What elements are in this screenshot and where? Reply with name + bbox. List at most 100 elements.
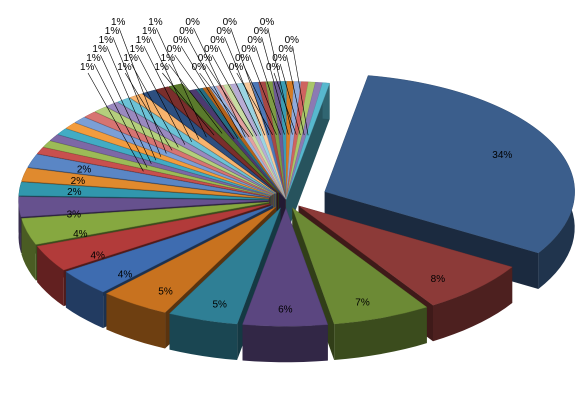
label-leader-line xyxy=(106,45,157,161)
pie-slice xyxy=(169,207,281,325)
data-label: 2% xyxy=(77,165,92,176)
slice-side xyxy=(21,218,36,281)
label-leader-line xyxy=(261,36,289,135)
pie-slice xyxy=(324,75,575,254)
data-label: 4% xyxy=(73,229,88,240)
pie-slice xyxy=(242,207,329,327)
slice-side xyxy=(334,307,427,361)
pie-slice xyxy=(57,128,272,196)
data-label: 1% xyxy=(80,62,95,73)
data-label: 0% xyxy=(223,17,238,28)
label-leader-line xyxy=(162,72,215,136)
data-label: 1% xyxy=(86,53,101,64)
data-label: 5% xyxy=(212,299,227,310)
label-leader-line xyxy=(174,54,235,140)
label-leader-line xyxy=(118,27,167,154)
data-label: 0% xyxy=(204,44,219,55)
data-label: 1% xyxy=(123,53,138,64)
data-label: 2% xyxy=(71,176,86,187)
label-leader-line xyxy=(199,72,250,138)
data-label: 0% xyxy=(216,26,231,37)
label-leader-line xyxy=(143,45,192,143)
data-label: 6% xyxy=(278,304,293,315)
pie-slice xyxy=(36,203,271,271)
data-label: 0% xyxy=(179,26,194,37)
pie-slice xyxy=(291,207,428,325)
label-leader-line xyxy=(217,45,262,136)
label-leader-line xyxy=(193,27,246,138)
pie-slice-tops xyxy=(18,75,575,327)
data-label: 1% xyxy=(130,44,145,55)
data-label: 1% xyxy=(148,17,163,28)
data-label: 0% xyxy=(254,26,269,37)
label-leader-line xyxy=(180,45,239,139)
label-leader-line xyxy=(236,72,273,135)
label-leader-line xyxy=(186,36,242,139)
label-leader-line xyxy=(267,27,293,135)
label-leader-line xyxy=(255,45,285,135)
data-label: 0% xyxy=(210,35,225,46)
data-label: 0% xyxy=(266,62,281,73)
data-label: 7% xyxy=(355,298,370,309)
data-label: 0% xyxy=(285,35,300,46)
pie-slice xyxy=(21,201,270,245)
data-label: 4% xyxy=(90,251,105,262)
data-label: 1% xyxy=(136,35,151,46)
label-leader-line xyxy=(242,63,277,135)
data-label: 2% xyxy=(67,187,82,198)
label-leader-line xyxy=(168,63,223,134)
label-leader-line xyxy=(87,72,144,172)
data-label: 0% xyxy=(198,53,213,64)
data-label: 1% xyxy=(161,53,176,64)
label-leader-line xyxy=(112,36,162,157)
slice-side xyxy=(433,267,513,342)
data-label: 0% xyxy=(272,53,287,64)
data-label: 0% xyxy=(229,62,244,73)
pie-slice xyxy=(105,206,277,313)
pie-slice xyxy=(27,154,270,198)
label-leader-line xyxy=(124,72,173,151)
data-label: 4% xyxy=(118,269,133,280)
label-leader-line xyxy=(205,63,254,137)
pie-slice xyxy=(65,122,272,196)
pie-slice xyxy=(36,147,270,197)
data-label: 1% xyxy=(105,26,120,37)
pie-slice xyxy=(286,82,330,200)
data-label: 0% xyxy=(278,44,293,55)
pie-slice xyxy=(65,205,273,293)
data-label: 34% xyxy=(492,150,512,161)
label-leader-line xyxy=(93,63,148,168)
label-leader-line xyxy=(292,45,309,136)
slice-side xyxy=(242,324,328,363)
label-leader-line xyxy=(286,54,305,136)
pie-data-labels: 34%8%7%6%5%5%4%4%4%3%2%2%2%1%1%1%1%1%1%1… xyxy=(67,17,513,315)
label-leader-line xyxy=(149,36,200,140)
data-label: 1% xyxy=(92,44,107,55)
data-label: 0% xyxy=(192,62,207,73)
label-leader-line xyxy=(100,54,152,164)
slice-side xyxy=(37,246,64,307)
pie-slice xyxy=(168,83,279,193)
data-label: 0% xyxy=(260,17,275,28)
data-label: 0% xyxy=(235,53,250,64)
data-label: 0% xyxy=(167,44,182,55)
data-label: 1% xyxy=(99,35,114,46)
label-leader-line xyxy=(137,54,186,145)
data-label: 1% xyxy=(117,62,132,73)
data-label: 3% xyxy=(67,209,82,220)
label-leader-line xyxy=(279,63,301,135)
slice-side xyxy=(106,293,166,349)
slice-side xyxy=(18,196,21,253)
data-label: 0% xyxy=(173,35,188,46)
data-label: 8% xyxy=(431,274,446,285)
pie-slice xyxy=(18,181,269,200)
pie-slice xyxy=(298,205,513,306)
data-label: 5% xyxy=(158,287,173,298)
label-leader-line xyxy=(131,63,179,148)
data-label: 1% xyxy=(154,62,169,73)
pie-slice xyxy=(94,106,274,195)
pie-slice xyxy=(142,89,278,194)
label-leader-line xyxy=(273,72,297,135)
pie-slice xyxy=(129,93,277,194)
